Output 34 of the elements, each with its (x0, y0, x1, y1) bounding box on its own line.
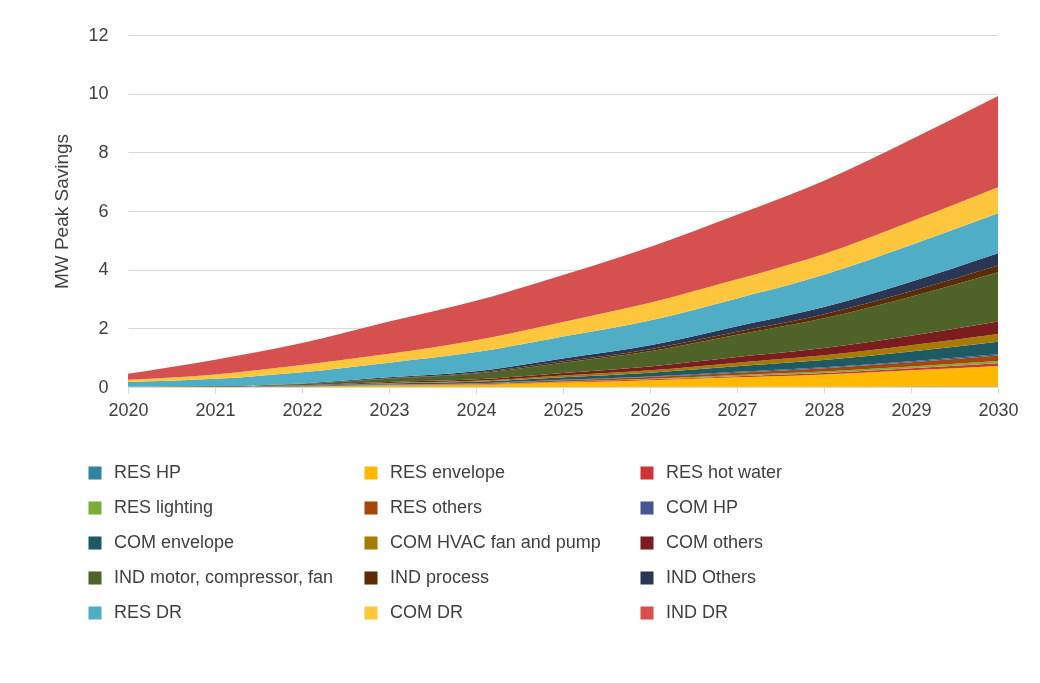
legend-label: COM others (666, 532, 764, 552)
x-tick-label: 2028 (804, 399, 845, 420)
y-tick-label: 8 (98, 141, 109, 162)
x-tick-label: 2029 (891, 399, 932, 420)
legend-label: RES DR (114, 602, 183, 622)
x-tick-label: 2026 (630, 399, 671, 420)
x-tick-label: 2021 (195, 399, 236, 420)
x-tick-label: 2023 (369, 399, 410, 420)
legend-label: COM DR (390, 602, 463, 622)
legend-label: IND Others (666, 567, 757, 587)
y-tick-label: 10 (88, 83, 109, 104)
x-tick-label: 2030 (978, 399, 1019, 420)
x-tick-label: 2024 (456, 399, 497, 420)
legend-label: RES HP (114, 462, 182, 482)
legend-label: IND motor, compressor, fan (114, 567, 334, 587)
x-tick-label: 2022 (282, 399, 323, 420)
legend-label: RES hot water (666, 462, 783, 482)
y-tick-label: 6 (98, 200, 109, 221)
legend-label: COM HP (666, 497, 738, 517)
legend-label: RES lighting (114, 497, 214, 517)
legend-label: RES envelope (390, 462, 506, 482)
y-tick-label: 12 (88, 24, 109, 45)
y-axis-title: MW Peak Savings (51, 133, 73, 290)
legend-label: COM HVAC fan and pump (390, 532, 601, 552)
legend-label: COM envelope (114, 532, 235, 552)
legend-label: IND process (390, 567, 490, 587)
y-tick-label: 0 (98, 376, 109, 397)
x-tick-label: 2020 (108, 399, 149, 420)
y-tick-label: 4 (98, 259, 109, 280)
x-tick-label: 2025 (543, 399, 584, 420)
legend-label: IND DR (666, 602, 728, 622)
y-tick-label: 2 (98, 317, 109, 338)
legend-label: RES others (390, 497, 483, 517)
x-tick-label: 2027 (717, 399, 758, 420)
